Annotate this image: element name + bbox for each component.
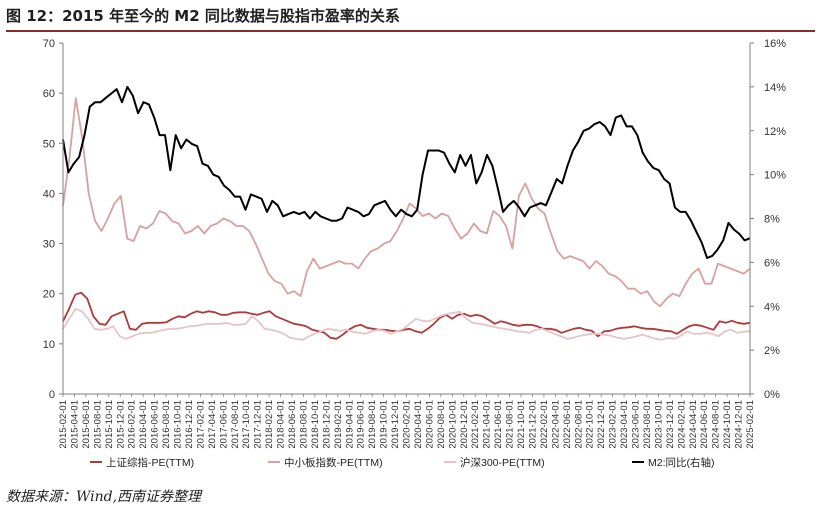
x-tick-label: 2015-04-01 <box>69 400 80 449</box>
x-tick-label: 2018-04-01 <box>276 400 287 449</box>
x-tick-label: 2019-12-01 <box>390 400 401 449</box>
x-tick-label: 2021-04-01 <box>482 400 493 449</box>
x-tick-label: 2016-10-01 <box>173 400 184 449</box>
x-tick-label: 2024-10-01 <box>722 400 733 449</box>
x-tick-label: 2017-12-01 <box>253 400 264 449</box>
right-tick-label: 10% <box>764 170 786 182</box>
right-tick-label: 16% <box>764 38 786 50</box>
x-tick-label: 2018-12-01 <box>321 400 332 449</box>
x-tick-label: 2023-08-01 <box>642 400 653 449</box>
left-tick-label: 10 <box>43 339 55 351</box>
legend-label-3: M2:同比(右轴) <box>648 456 715 469</box>
x-tick-label: 2024-08-01 <box>711 400 722 449</box>
right-tick-label: 2% <box>764 345 780 357</box>
legend-label-0: 上证综指-PE(TTM) <box>106 456 194 469</box>
left-tick-label: 30 <box>43 239 55 251</box>
left-tick-label: 60 <box>43 88 55 100</box>
x-tick-label: 2015-12-01 <box>115 400 126 449</box>
x-tick-label: 2018-08-01 <box>298 400 309 449</box>
x-tick-label: 2018-06-01 <box>287 400 298 449</box>
x-tick-label: 2016-06-01 <box>150 400 161 449</box>
x-tick-label: 2020-12-01 <box>459 400 470 449</box>
x-tick-label: 2015-06-01 <box>81 400 92 449</box>
source-note: 数据来源：Wind,西南证券整理 <box>6 489 202 505</box>
x-tick-label: 2022-08-01 <box>573 400 584 449</box>
x-tick-label: 2016-12-01 <box>184 400 195 449</box>
x-tick-label: 2017-06-01 <box>218 400 229 449</box>
left-tick-label: 20 <box>43 289 55 301</box>
x-tick-label: 2019-06-01 <box>356 400 367 449</box>
x-axis: 2015-02-01 2015-04-01 2015-06-01 2015-08-01… <box>58 393 756 449</box>
left-tick-label: 50 <box>43 138 55 150</box>
right-tick-label: 6% <box>764 257 780 269</box>
x-tick-label: 2019-02-01 <box>333 400 344 449</box>
x-tick-label: 2015-10-01 <box>104 400 115 449</box>
x-tick-label: 2021-06-01 <box>493 400 504 449</box>
x-tick-label: 2021-08-01 <box>505 400 516 449</box>
plot-area <box>62 85 751 341</box>
x-tick-label: 2024-12-01 <box>734 400 745 449</box>
series-line-1 <box>62 97 751 308</box>
x-tick-label: 2020-10-01 <box>447 400 458 449</box>
x-tick-label: 2017-04-01 <box>207 400 218 449</box>
x-tick-label: 2022-04-01 <box>550 400 561 449</box>
right-tick-label: 8% <box>764 214 780 226</box>
x-tick-label: 2019-04-01 <box>344 400 355 449</box>
right-tick-label: 14% <box>764 82 786 94</box>
x-tick-label: 2017-02-01 <box>195 400 206 449</box>
left-y-axis: 0 10 20 30 40 50 60 70 <box>43 38 64 401</box>
x-tick-label: 2017-08-01 <box>230 400 241 449</box>
legend: 上证综指-PE(TTM) 中小板指数-PE(TTM) 沪深300-PE(TTM) M2… <box>90 456 715 469</box>
x-tick-label: 2022-06-01 <box>562 400 573 449</box>
x-tick-label: 2016-02-01 <box>127 400 138 449</box>
right-tick-label: 0% <box>764 389 780 401</box>
left-tick-label: 40 <box>43 188 55 200</box>
x-tick-label: 2023-10-01 <box>653 400 664 449</box>
series-line-0 <box>62 291 751 340</box>
x-tick-label: 2025-02-01 <box>745 400 756 449</box>
x-tick-label: 2023-06-01 <box>631 400 642 449</box>
x-tick-label: 2019-08-01 <box>367 400 378 449</box>
x-tick-label: 2022-02-01 <box>539 400 550 449</box>
x-tick-label: 2021-10-01 <box>516 400 527 449</box>
x-tick-label: 2024-02-01 <box>676 400 687 449</box>
series-line-3 <box>62 85 751 259</box>
x-tick-label: 2021-12-01 <box>527 400 538 449</box>
x-tick-label: 2020-08-01 <box>436 400 447 449</box>
x-tick-label: 2019-10-01 <box>379 400 390 449</box>
right-tick-label: 12% <box>764 126 786 138</box>
x-tick-label: 2018-02-01 <box>264 400 275 449</box>
x-tick-label: 2023-04-01 <box>619 400 630 449</box>
x-tick-label: 2020-02-01 <box>402 400 413 449</box>
x-tick-label: 2018-10-01 <box>310 400 321 449</box>
x-tick-label: 2015-02-01 <box>58 400 69 449</box>
legend-label-1: 中小板指数-PE(TTM) <box>284 456 383 469</box>
x-tick-label: 2023-02-01 <box>608 400 619 449</box>
x-tick-label: 2021-02-01 <box>470 400 481 449</box>
x-tick-label: 2020-04-01 <box>413 400 424 449</box>
left-tick-label: 0 <box>49 389 55 401</box>
x-tick-label: 2016-04-01 <box>138 400 149 449</box>
x-tick-label: 2024-06-01 <box>699 400 710 449</box>
x-tick-label: 2015-08-01 <box>92 400 103 449</box>
x-tick-label: 2022-12-01 <box>596 400 607 449</box>
page-title: 图 12：2015 年至今的 M2 同比数据与股指市盈率的关系 <box>6 7 400 25</box>
title-divider <box>6 30 815 32</box>
series-line-2 <box>62 307 751 341</box>
right-y-axis: 0% 2% 4% 6% 8% 10% 12% 14% 16% <box>749 38 786 401</box>
x-tick-label: 2022-10-01 <box>585 400 596 449</box>
right-tick-label: 4% <box>764 301 780 313</box>
x-tick-label: 2017-10-01 <box>241 400 252 449</box>
x-tick-label: 2024-04-01 <box>688 400 699 449</box>
title-bar: 图 12：2015 年至今的 M2 同比数据与股指市盈率的关系 <box>6 4 815 30</box>
x-tick-label: 2020-06-01 <box>424 400 435 449</box>
x-tick-label: 2016-08-01 <box>161 400 172 449</box>
left-tick-label: 70 <box>43 38 55 50</box>
legend-label-2: 沪深300-PE(TTM) <box>460 456 545 469</box>
x-tick-label: 2023-12-01 <box>665 400 676 449</box>
